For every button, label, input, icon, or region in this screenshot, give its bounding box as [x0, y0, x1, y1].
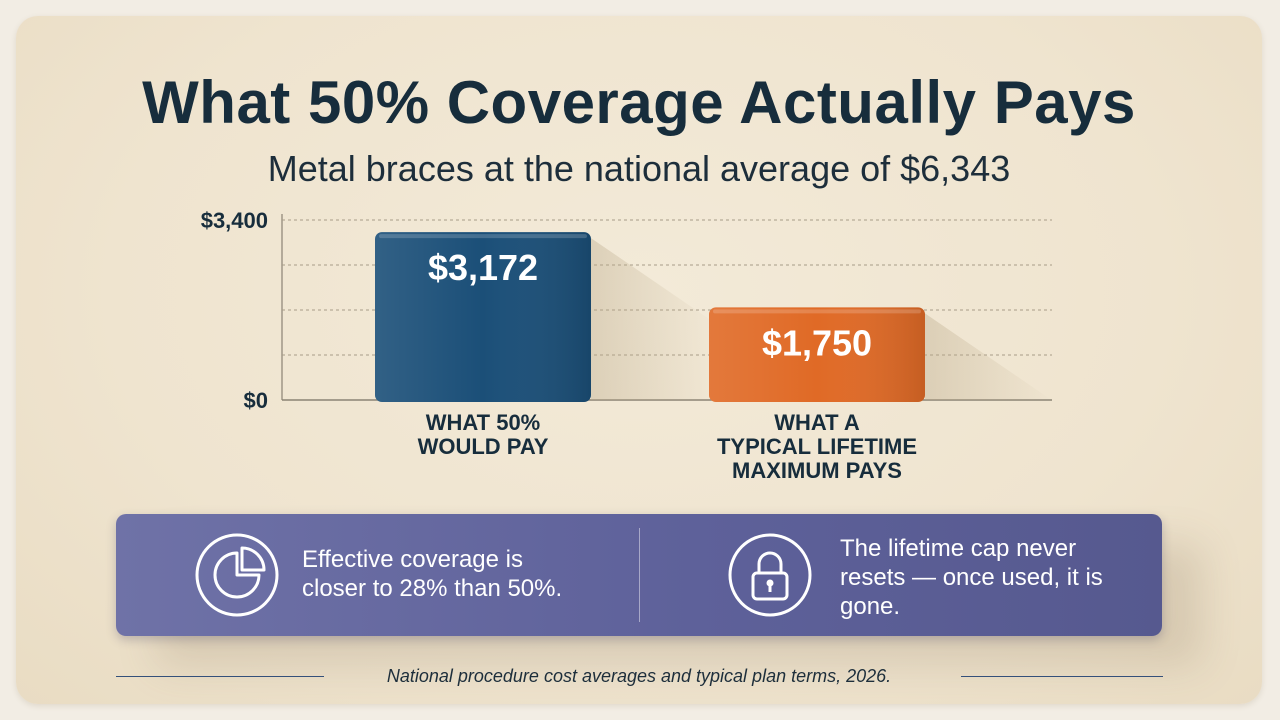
x-category-label: WHAT A [774, 410, 860, 435]
x-category-label: WHAT 50% [426, 410, 541, 435]
callout-text-coverage: Effective coverage is closer to 28% than… [302, 546, 563, 602]
bar-shadow [925, 313, 1055, 403]
page-subtitle: Metal braces at the national average of … [267, 148, 1011, 189]
bar-sheen [375, 232, 591, 402]
bar-value-label: $1,750 [762, 322, 872, 363]
footer-rule-right [961, 676, 1163, 677]
page-title: What 50% Coverage Actually Pays [142, 69, 1136, 136]
infographic-card: What 50% Coverage Actually Pays Metal br… [16, 16, 1262, 704]
pie-chart-icon [195, 533, 279, 617]
padlock-icon [728, 533, 812, 617]
y-tick-label: $0 [244, 388, 268, 413]
x-category-label: WOULD PAY [418, 434, 549, 459]
callout-panel: Effective coverage is closer to 28% than… [116, 514, 1162, 636]
bar-value-label: $3,172 [428, 247, 538, 288]
bar-chart: $0 $3,400 $3,172 WHAT 50%WOULD PAY $1,750 WHA… [201, 208, 1055, 483]
bar-highlight [713, 309, 921, 314]
y-tick-label: $3,400 [201, 208, 268, 233]
callout-text-lifetime-cap: The lifetime cap never resets — once use… [840, 535, 1103, 620]
callout-divider [639, 528, 640, 622]
footer-note: National procedure cost averages and typ… [386, 666, 892, 686]
bar-shadow [591, 238, 721, 400]
footer-rule-left [116, 676, 324, 677]
x-category-label: TYPICAL LIFETIME [717, 434, 917, 459]
x-category-label: MAXIMUM PAYS [732, 458, 902, 483]
bar-sheen [709, 307, 925, 402]
bar-highlight [379, 234, 587, 239]
